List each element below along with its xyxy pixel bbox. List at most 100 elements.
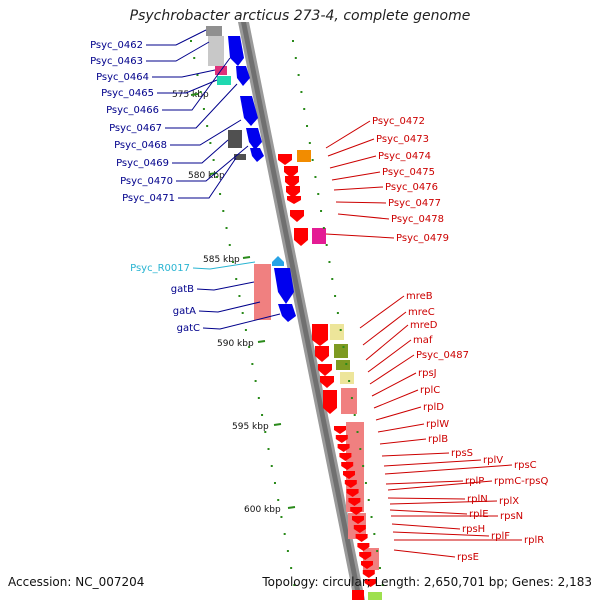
gene-label-rplx[interactable]: rplX [499, 496, 519, 507]
ribosomal-gene-arrow[interactable] [361, 561, 373, 569]
gene-rplC[interactable] [341, 388, 357, 414]
gene-gatB[interactable] [254, 264, 271, 320]
gene-psyc-0487c[interactable] [320, 376, 334, 388]
gene-label-rpsn[interactable]: rpsN [500, 511, 523, 522]
gene-psyc-0463[interactable] [208, 36, 224, 66]
gene-label-rplv[interactable]: rplV [483, 455, 503, 466]
gene-gatC[interactable] [278, 304, 296, 322]
connector-psyc-r0017 [192, 261, 256, 270]
ribosomal-gene-arrow[interactable] [337, 444, 350, 452]
ribosomal-gene-arrow[interactable] [346, 489, 359, 497]
gene-psyc-0472[interactable] [278, 154, 292, 165]
gene-psyc-0468[interactable] [240, 96, 258, 126]
gene-psyc-0469[interactable] [228, 130, 242, 148]
gene-label-rplr[interactable]: rplR [524, 535, 544, 546]
gene-maf[interactable] [334, 344, 348, 358]
gene-label-psyc-0472[interactable]: Psyc_0472 [372, 116, 425, 127]
gene-label-psyc-0487[interactable]: Psyc_0487 [416, 350, 469, 361]
ribosomal-gene-arrow[interactable] [362, 570, 375, 578]
ribosomal-gene-arrow[interactable] [364, 579, 377, 587]
gene-label-psyc-0462[interactable]: Psyc_0462 [90, 40, 143, 51]
gene-psyc-0471[interactable] [234, 154, 246, 160]
ribosomal-gene-arrow[interactable] [350, 507, 363, 515]
gene-psyc-0467[interactable] [236, 66, 250, 86]
ribosomal-gene-arrow[interactable] [344, 480, 357, 488]
gene-gatA[interactable] [274, 268, 294, 304]
gene-psyc-r0017[interactable] [272, 256, 284, 266]
gene-label-psyc-0463[interactable]: Psyc_0463 [90, 56, 143, 67]
gene-label-gata[interactable]: gatA [173, 306, 196, 317]
gene-mreB[interactable] [312, 324, 328, 346]
gene-label-gatb[interactable]: gatB [171, 284, 194, 295]
gene-label-psyc-0466[interactable]: Psyc_0466 [106, 105, 159, 116]
ribosomal-gene-arrow[interactable] [357, 543, 370, 551]
ribosomal-gene-arrow[interactable] [341, 462, 354, 470]
gene-psyc-0476[interactable] [286, 186, 300, 198]
ribosomal-gene-arrow[interactable] [334, 426, 346, 434]
gene-label-rplp[interactable]: rplP [465, 476, 484, 487]
gene-psyc-0487[interactable] [340, 372, 354, 384]
gene-label-rplc[interactable]: rplC [420, 385, 440, 396]
gene-label-rplf[interactable]: rplF [491, 531, 510, 542]
gene-psyc-0478[interactable] [290, 210, 304, 222]
gene-label-rpsj[interactable]: rpsJ [418, 368, 437, 379]
gene-label-psyc-0470[interactable]: Psyc_0470 [120, 176, 173, 187]
gene-label-psyc-0467[interactable]: Psyc_0467 [109, 123, 162, 134]
gene-label-mreb[interactable]: mreB [406, 291, 433, 302]
connector-rpsj [371, 372, 417, 397]
gene-rpsJ[interactable] [323, 390, 337, 414]
gene-label-rpmc-rpsq[interactable]: rpmC-rpsQ [494, 476, 548, 487]
gene-label-rpln[interactable]: rplN [467, 494, 488, 505]
gene-label-rplw[interactable]: rplW [426, 419, 449, 430]
gene-label-psyc-0465[interactable]: Psyc_0465 [101, 88, 154, 99]
gene-psyc-0466[interactable] [228, 36, 244, 66]
tick-left [209, 142, 212, 144]
ribosomal-gene-arrow[interactable] [353, 525, 366, 533]
gene-label-mrec[interactable]: mreC [408, 307, 435, 318]
gene-psyc-0474[interactable] [284, 166, 298, 178]
ribosomal-gene-arrow[interactable] [355, 534, 368, 542]
gene-label-maf[interactable]: maf [413, 335, 433, 346]
gene-label-rple[interactable]: rplE [469, 509, 489, 520]
gene-label-rpld[interactable]: rplD [423, 402, 444, 413]
gene-label-psyc-r0017[interactable]: Psyc_R0017 [130, 263, 190, 274]
gene-label-psyc-0476[interactable]: Psyc_0476 [385, 182, 438, 193]
gene-psyc-0470[interactable] [246, 128, 262, 150]
ribosomal-gene-arrow[interactable] [343, 471, 355, 479]
ribosomal-gene-arrow[interactable] [359, 552, 372, 560]
gene-label-rpsc[interactable]: rpsC [514, 460, 537, 471]
gene-label-psyc-0471[interactable]: Psyc_0471 [122, 193, 175, 204]
gene-psyc-0487b[interactable] [336, 360, 350, 370]
gene-mreC[interactable] [330, 324, 344, 340]
gene-label-gatc[interactable]: gatC [177, 323, 200, 334]
gene-label-rpss[interactable]: rpsS [451, 448, 473, 459]
gene-label-mred[interactable]: mreD [410, 320, 438, 331]
ribosomal-gene-arrow[interactable] [339, 453, 352, 461]
gene-psyc-0475[interactable] [285, 176, 299, 188]
gene-label-psyc-0473[interactable]: Psyc_0473 [376, 134, 429, 145]
ribosomal-gene-arrow[interactable] [348, 498, 361, 506]
gene-label-psyc-0464[interactable]: Psyc_0464 [96, 72, 149, 83]
gene-psyc-0465[interactable] [217, 76, 231, 85]
gene-label-psyc-0477[interactable]: Psyc_0477 [388, 198, 441, 209]
gene-label-psyc-0478[interactable]: Psyc_0478 [391, 214, 444, 225]
gene-psyc-0473[interactable] [297, 150, 311, 162]
gene-psyc-0470b[interactable] [250, 148, 264, 162]
ribosomal-gene-arrow[interactable] [352, 516, 364, 524]
gene-mreD[interactable] [315, 346, 329, 362]
gene-psyc-0477[interactable] [287, 196, 301, 204]
gene-psyc-0479[interactable] [312, 228, 326, 244]
gene-label-rplb[interactable]: rplB [428, 434, 448, 445]
gene-label-psyc-0469[interactable]: Psyc_0469 [116, 158, 169, 169]
gene-label-psyc-0468[interactable]: Psyc_0468 [114, 140, 167, 151]
gene-label-psyc-0475[interactable]: Psyc_0475 [382, 167, 435, 178]
gene-label-rpse[interactable]: rpsE [457, 552, 479, 563]
gene-label-psyc-0474[interactable]: Psyc_0474 [378, 151, 431, 162]
ribosomal-gene-arrow[interactable] [335, 435, 348, 443]
gene-psyc-0479a[interactable] [294, 228, 308, 246]
gene-label-psyc-0479[interactable]: Psyc_0479 [396, 233, 449, 244]
gene-label-rpsh[interactable]: rpsH [462, 524, 485, 535]
gene-psyc-0487a[interactable] [318, 364, 332, 376]
gene-psyc-0462[interactable] [206, 26, 222, 36]
